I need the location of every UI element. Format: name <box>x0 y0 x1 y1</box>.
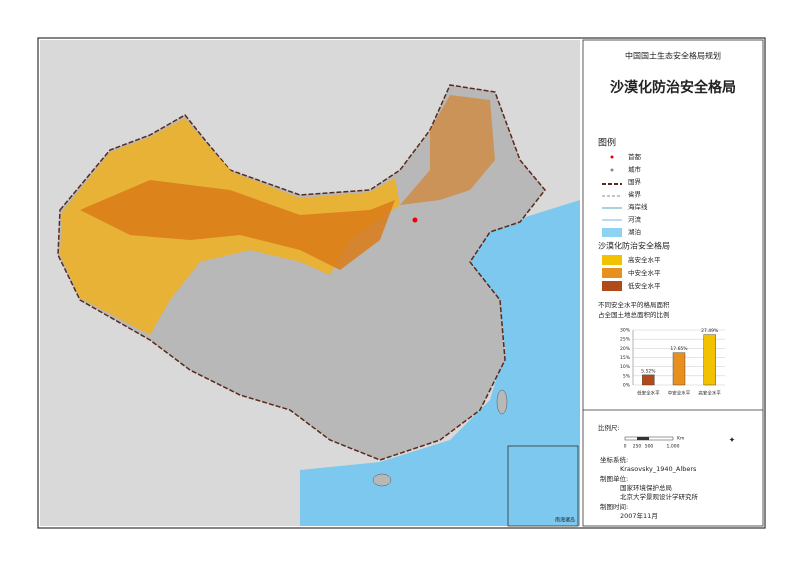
icon <box>610 168 614 172</box>
y-tick-label: 25% <box>620 337 631 343</box>
bar <box>703 334 716 386</box>
legend-swatch <box>602 255 622 265</box>
scale-tick: 1,000 <box>667 444 680 450</box>
scale-tick: 500 <box>645 444 654 450</box>
capital <box>412 217 418 223</box>
legend-title: 图例 <box>598 137 616 149</box>
project: 中国国土生态安全格局规划 <box>625 51 721 61</box>
y-tick-label: 15% <box>620 355 631 361</box>
inset-label: 南海诸岛 <box>555 517 575 524</box>
scale-unit: Km <box>677 436 684 442</box>
legend-swatch <box>602 268 622 278</box>
legend-level: 低安全水平 <box>628 281 661 290</box>
scale-tick: 0 <box>624 444 627 450</box>
crs-title: 坐标系统: <box>600 455 628 464</box>
y-tick-label: 0% <box>623 383 631 389</box>
north: ✦ <box>729 436 736 445</box>
bar <box>672 352 686 386</box>
legend-item: 国界 <box>628 178 642 186</box>
value-label: 27.49% <box>701 328 719 334</box>
desert-ne <box>400 95 495 205</box>
panel: 中国国土生态安全格局规划 沙漠化防治安全格局 图例 首都城市国界省界海岸线河流湖… <box>582 39 764 527</box>
icon <box>610 155 614 159</box>
title: 沙漠化防治安全格局 <box>610 79 736 96</box>
legend-item: 湖泊 <box>628 227 641 236</box>
y-tick-label: 20% <box>620 346 631 352</box>
legend-level: 中安全水平 <box>628 268 661 277</box>
date: 2007年11月 <box>620 511 658 520</box>
legend-item: 城市 <box>628 165 642 174</box>
sea <box>300 200 580 526</box>
legend-item: 河流 <box>628 215 642 224</box>
value-label: 17.65% <box>670 346 688 352</box>
org: 北京大学景观设计学研究所 <box>620 492 699 501</box>
x-tick-label: 低安全水平 <box>637 390 660 397</box>
scale-title: 比例尺: <box>598 423 620 432</box>
y-tick-label: 10% <box>620 364 631 370</box>
inset <box>507 445 579 527</box>
y-tick-label: 5% <box>623 373 631 379</box>
section-title: 沙漠化防治安全格局 <box>598 241 670 251</box>
desert-mid <box>80 180 395 270</box>
org-title: 制图单位: <box>600 474 628 483</box>
x-tick-label: 中安全水平 <box>668 390 691 397</box>
legend-swatch <box>602 281 622 291</box>
org: 国家环境保护总局 <box>620 483 672 492</box>
chart-title: 不同安全水平的格局面积 <box>598 300 670 309</box>
bar <box>642 374 655 386</box>
hainan <box>372 473 392 487</box>
scale-tick: 250 <box>633 444 642 450</box>
map: 南海诸岛 <box>40 40 580 527</box>
chart-subtitle: 占全国土地总面积的比例 <box>598 310 670 319</box>
scale-bar <box>637 437 649 440</box>
icon <box>602 228 622 237</box>
legend-item: 省界 <box>628 190 642 199</box>
crs: Krasovsky_1940_Albers <box>620 465 697 473</box>
legend-level: 高安全水平 <box>628 255 661 264</box>
x-tick-label: 高安全水平 <box>698 390 721 397</box>
date-title: 制图时间: <box>600 502 628 511</box>
legend-item: 首都 <box>628 152 642 161</box>
legend-item: 海岸线 <box>628 202 648 211</box>
taiwan <box>496 389 508 415</box>
value-label: 5.52% <box>641 368 656 374</box>
y-tick-label: 30% <box>620 328 631 334</box>
